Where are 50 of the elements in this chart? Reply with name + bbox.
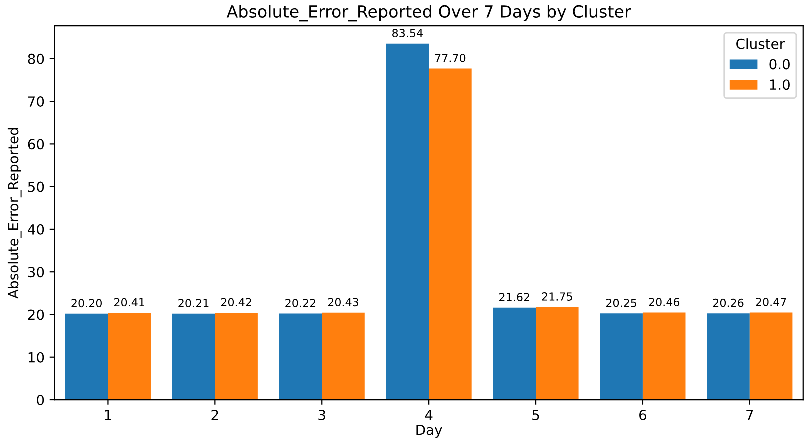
bar xyxy=(172,314,216,400)
x-tick-label: 2 xyxy=(212,410,218,420)
y-tick-label: 20 xyxy=(28,310,44,320)
bar xyxy=(279,314,322,400)
bar xyxy=(108,312,151,400)
data-label: 77.70 xyxy=(435,54,466,62)
bar xyxy=(215,312,258,400)
y-tick-label: 0 xyxy=(37,394,44,406)
bar xyxy=(536,307,579,400)
chart-title: Absolute_Error_Reported Over 7 Days by Cluster xyxy=(226,5,632,22)
bar xyxy=(65,314,108,400)
data-label: 20.43 xyxy=(328,298,359,307)
data-label: 20.20 xyxy=(72,299,102,308)
data-label: 83.54 xyxy=(392,29,423,38)
x-tick-label: 5 xyxy=(532,410,540,420)
data-label: 21.75 xyxy=(542,292,572,301)
data-label: 20.21 xyxy=(178,299,209,308)
data-label: 20.42 xyxy=(221,298,252,307)
y-tick-label: 80 xyxy=(28,54,44,64)
x-tick-label: 4 xyxy=(425,410,433,420)
data-label: 20.41 xyxy=(114,298,144,307)
bar xyxy=(750,312,793,400)
y-axis-title: Absolute_Error_Reported xyxy=(8,128,22,299)
y-tick-label: 30 xyxy=(28,267,44,278)
bar xyxy=(429,68,472,400)
x-tick-label: 7 xyxy=(746,410,754,420)
legend-label: 0.0 xyxy=(770,59,790,70)
y-tick-label: 40 xyxy=(28,224,44,235)
x-tick-label: 1 xyxy=(105,410,112,420)
bar xyxy=(386,44,430,400)
bar xyxy=(322,312,365,400)
data-label: 20.46 xyxy=(649,298,680,306)
legend-label: 1.0 xyxy=(770,80,790,90)
bar xyxy=(707,314,750,400)
y-tick-label: 50 xyxy=(28,182,44,192)
data-label: 20.47 xyxy=(756,298,786,306)
x-tick-label: 3 xyxy=(318,410,326,420)
data-label: 20.25 xyxy=(606,298,637,308)
y-tick-label: 10 xyxy=(28,352,44,363)
data-label: 20.26 xyxy=(713,298,744,308)
bar xyxy=(493,308,536,400)
bar xyxy=(642,312,686,400)
legend-title: Cluster xyxy=(736,38,786,50)
data-label: 20.22 xyxy=(286,299,316,308)
x-axis-title: Day xyxy=(416,424,442,438)
y-tick-label: 60 xyxy=(28,139,44,150)
data-label: 21.62 xyxy=(500,293,530,302)
x-tick-label: 6 xyxy=(640,410,647,420)
bar xyxy=(600,314,643,400)
y-tick-label: 70 xyxy=(28,96,44,108)
